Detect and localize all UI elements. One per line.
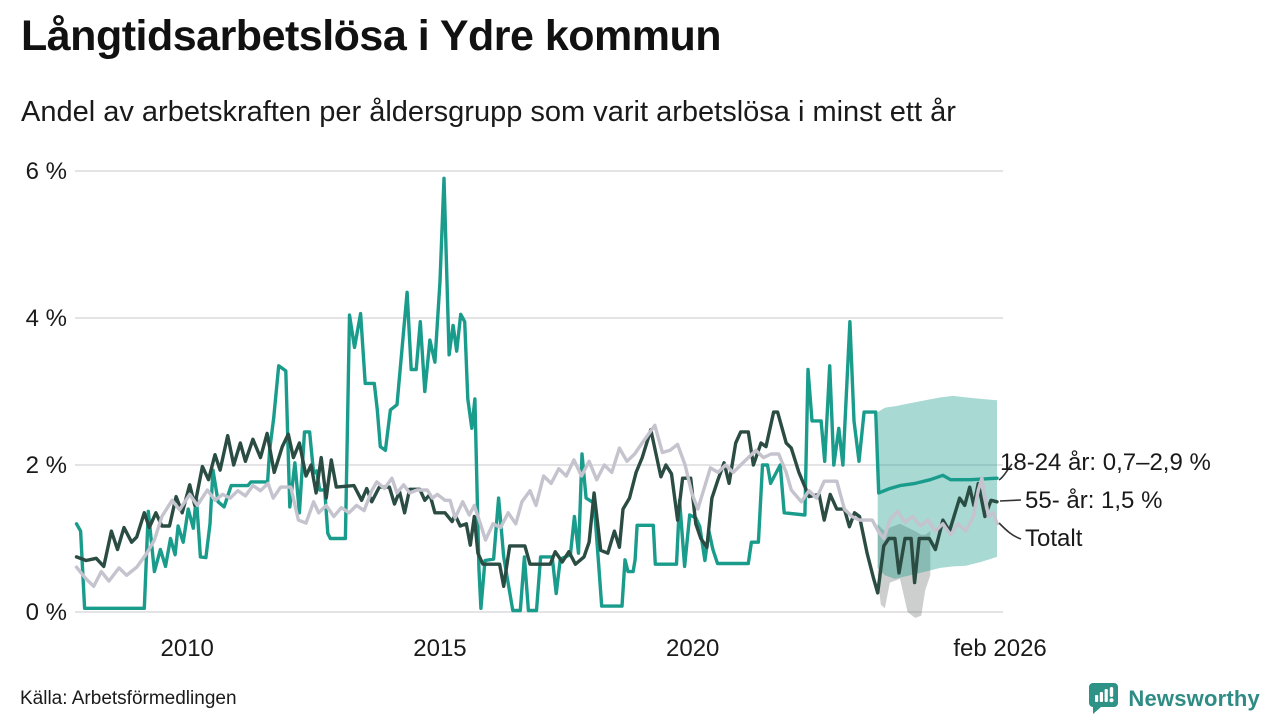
y-axis-tick-label: 4 % <box>26 305 67 332</box>
series-end-label-totalt: Totalt <box>1025 525 1083 552</box>
logo-bubble <box>1089 683 1119 714</box>
newsworthy-brand[interactable]: Newsworthy <box>1088 682 1260 716</box>
newsworthy-wordmark: Newsworthy <box>1128 686 1260 711</box>
annotation-connector-55-r <box>999 499 1022 502</box>
x-axis-tick-label: 2015 <box>413 635 466 662</box>
source-note: Källa: Arbetsförmedlingen <box>20 688 237 709</box>
x-axis-tick-label: 2020 <box>666 635 719 662</box>
series-line-totalt <box>74 423 999 588</box>
series-line-55-r <box>74 410 999 595</box>
annotation-connector-totalt <box>998 522 1022 540</box>
logo-bar-3 <box>1105 689 1109 702</box>
chart-subtitle: Andel av arbetskraften per åldersgrupp s… <box>21 96 956 128</box>
series-line-18-24-r <box>74 176 999 613</box>
series-end-label-18-24-r: 18-24 år: 0,7–2,9 % <box>1000 449 1211 476</box>
x-axis-tick-label: feb 2026 <box>953 635 1046 662</box>
annotation-connector-18-24-r <box>998 463 1013 481</box>
logo-bar-2 <box>1100 692 1104 702</box>
x-axis-tick-label: 2010 <box>161 635 214 662</box>
forecast-band-18-24 <box>877 395 997 579</box>
logo-exclamation-bar <box>1110 687 1114 697</box>
logo-bar-1 <box>1095 695 1099 702</box>
newsworthy-logo-icon <box>1089 683 1119 714</box>
y-axis-tick-label: 6 % <box>26 158 67 185</box>
y-axis-tick-label: 2 % <box>26 452 67 479</box>
page-title: Långtidsarbetslösa i Ydre kommun <box>21 12 722 60</box>
logo-exclamation-dot <box>1109 698 1114 703</box>
y-axis-tick-label: 0 % <box>26 599 67 626</box>
series-end-label-55-r: 55- år: 1,5 % <box>1025 487 1162 514</box>
